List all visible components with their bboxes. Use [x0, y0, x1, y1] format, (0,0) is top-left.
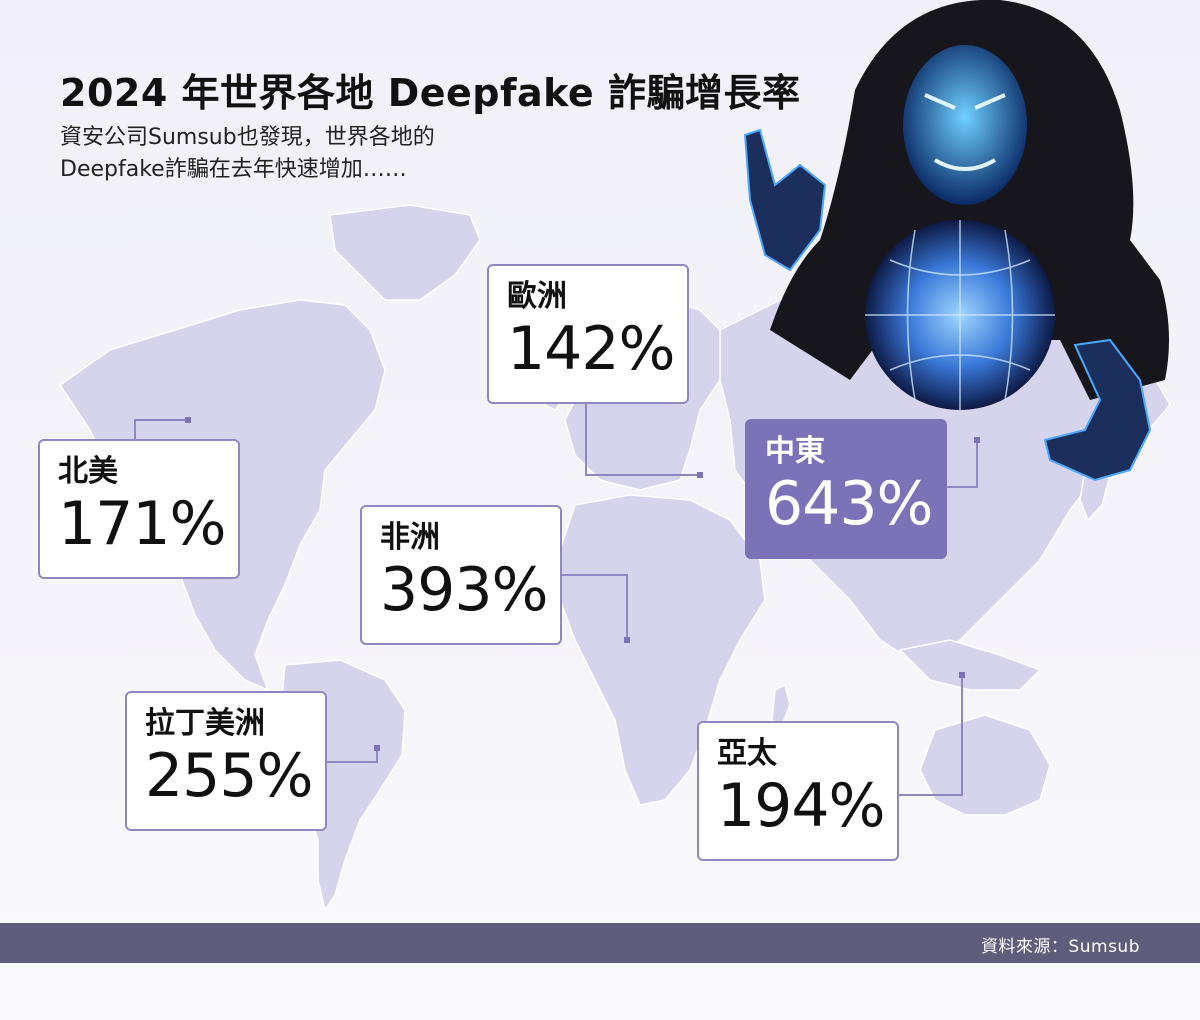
subtitle-line-1: 資安公司Sumsub也發現，世界各地的 [60, 125, 435, 150]
greenland-shape [329, 204, 481, 301]
footer-bar: 資料來源：Sumsub [0, 923, 1200, 963]
madagascar-shape [771, 683, 791, 732]
region-value: 142% [507, 314, 676, 384]
connector-africa [562, 574, 628, 640]
hooded-hacker-with-globe-icon [743, 0, 1169, 482]
dot-africa [624, 637, 630, 643]
region-value: 194% [717, 771, 886, 841]
region-name: 歐洲 [507, 279, 567, 314]
source-credit: 資料來源：Sumsub [980, 937, 1140, 957]
dot-mea [974, 437, 980, 443]
subtitle-line-2: Deepfake詐騙在去年快速增加…… [60, 157, 407, 182]
connector-dots [185, 417, 980, 751]
dot-apac [959, 672, 965, 678]
connector-latam [327, 748, 378, 763]
connector-apac [899, 675, 963, 796]
region-name: 非洲 [380, 520, 440, 555]
dot-europe [697, 472, 703, 478]
page-subtitle: 資安公司Sumsub也發現，世界各地的 Deepfake詐騙在去年快速增加…… [60, 122, 580, 186]
region-value: 171% [58, 489, 227, 559]
page-title: 2024 年世界各地 Deepfake 詐騙增長率 [60, 71, 801, 115]
region-value: 393% [380, 555, 549, 625]
region-value: 255% [145, 741, 314, 811]
hand-right [1043, 338, 1152, 482]
region-card-europe: 歐洲 142% [487, 264, 689, 404]
region-name: 北美 [58, 454, 118, 489]
hand-left [743, 128, 827, 272]
connector-na [134, 419, 188, 439]
region-name: 拉丁美洲 [145, 706, 265, 741]
connector-mea [947, 440, 978, 488]
region-card-north-america: 北美 171% [38, 439, 240, 579]
africa-shape [559, 494, 766, 806]
australia-shape [919, 714, 1051, 816]
region-card-asia-pacific: 亞太 194% [697, 721, 899, 861]
connector-europe [585, 404, 700, 476]
region-value: 643% [765, 469, 934, 539]
mask-features [924, 93, 1006, 171]
southeast-asia-shape [898, 639, 1042, 691]
mask-face [903, 45, 1027, 205]
region-name: 中東 [765, 434, 825, 469]
dot-latam [374, 745, 380, 751]
region-name: 亞太 [717, 736, 777, 771]
region-card-africa: 非洲 393% [360, 505, 562, 645]
region-card-latin-america: 拉丁美洲 255% [125, 691, 327, 831]
globe-grid [865, 220, 1055, 410]
dot-na [185, 417, 191, 423]
region-card-middle-east: 中東 643% [745, 419, 947, 559]
connector-lines [134, 404, 978, 796]
